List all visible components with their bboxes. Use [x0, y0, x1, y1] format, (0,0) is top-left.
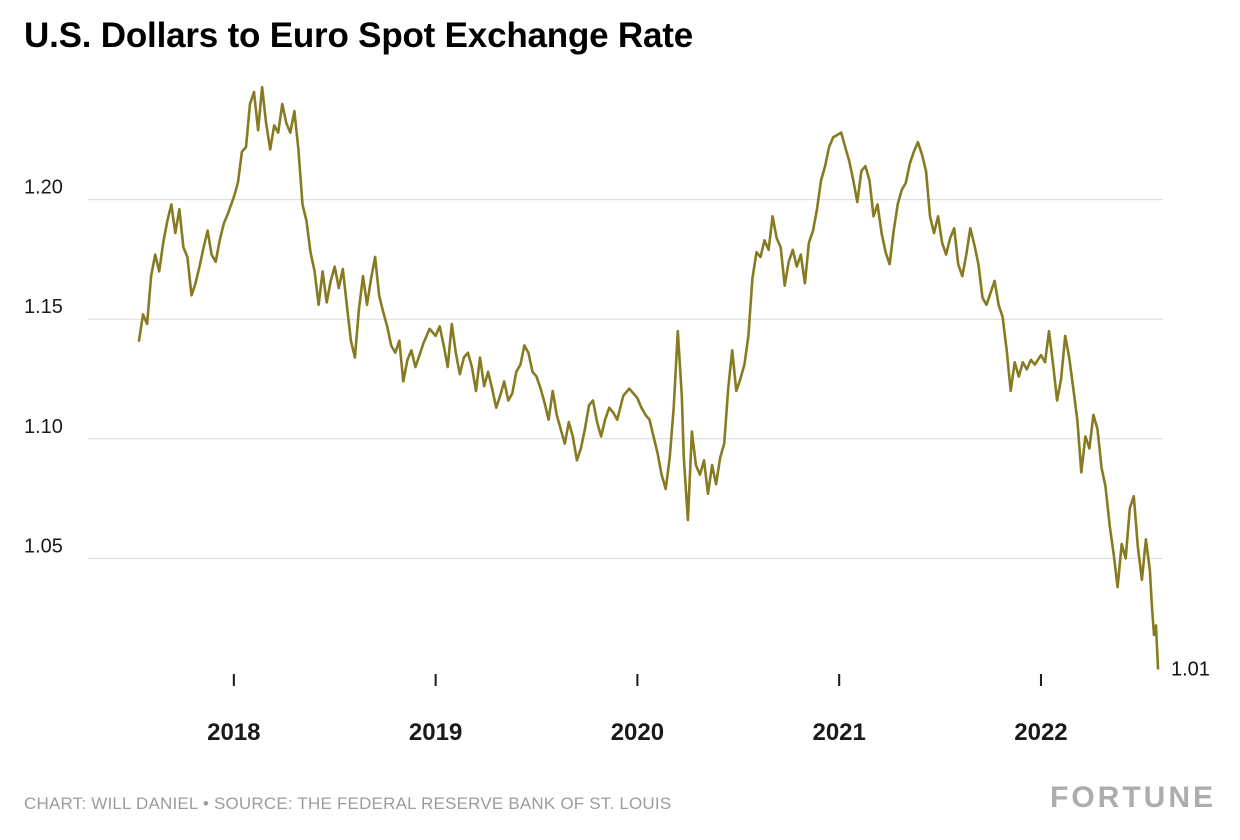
y-axis-label: 1.20	[24, 177, 63, 199]
chart-credit: CHART: WILL DANIEL • SOURCE: THE FEDERAL…	[24, 794, 672, 813]
x-axis-label: 2019	[409, 719, 462, 746]
x-axis-label: 2018	[207, 719, 260, 746]
y-axis-label: 1.15	[24, 296, 63, 318]
series-end-value-label: 1.01	[1171, 658, 1210, 680]
series-line-usd-per-euro	[137, 85, 1160, 670]
y-axis-label: 1.10	[24, 416, 63, 438]
x-axis-label: 2022	[1014, 719, 1067, 746]
x-axis-label: 2021	[812, 719, 865, 746]
y-axis-label: 1.05	[24, 535, 63, 557]
fortune-logo: FORTUNE	[1050, 781, 1216, 814]
x-axis-label: 2020	[611, 719, 664, 746]
chart-title: U.S. Dollars to Euro Spot Exchange Rate	[24, 16, 693, 55]
